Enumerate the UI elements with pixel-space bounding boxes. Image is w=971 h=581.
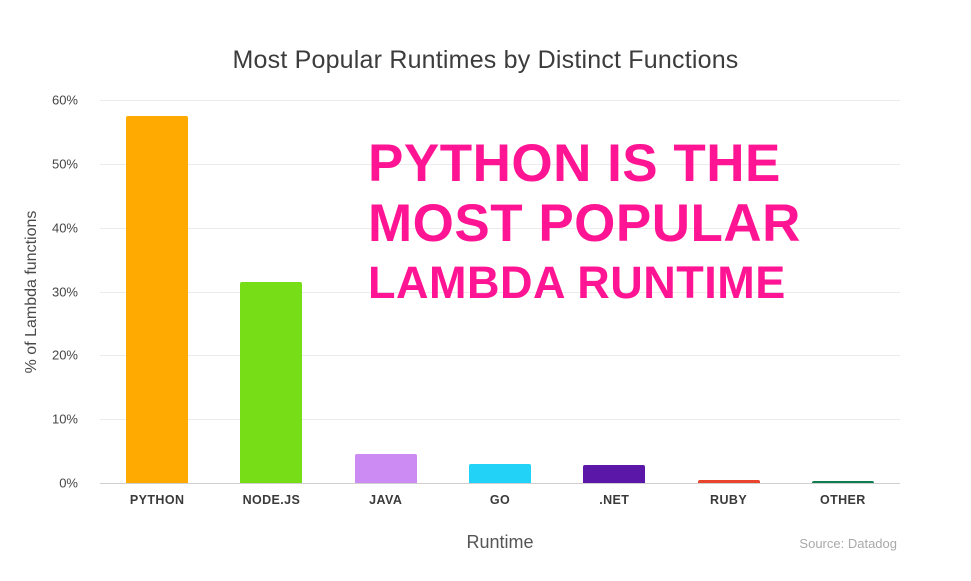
gridline: [100, 419, 900, 421]
bar-python: [126, 115, 189, 483]
bar-slot: [100, 100, 214, 483]
bar-slot: [557, 100, 671, 483]
bars-container: [100, 100, 900, 483]
bar-net: [583, 465, 646, 483]
y-axis-ticks: 60% 50% 40% 30% 20% 10% 0%: [0, 93, 88, 491]
bar-slot: [671, 100, 785, 483]
gridline: [100, 227, 900, 229]
x-tick-label: .NET: [599, 493, 630, 507]
y-tick-label: 40%: [51, 220, 78, 236]
bar-slot: [214, 100, 328, 483]
bar-other: [811, 481, 874, 483]
y-tick-label: 60%: [51, 92, 78, 108]
x-tick-label: PYTHON: [129, 493, 185, 507]
x-tick-label: GO: [489, 493, 511, 507]
annotation-line-1: PYTHON IS THE: [368, 134, 781, 193]
y-tick-label: 50%: [51, 156, 78, 172]
y-tick-label: 30%: [51, 284, 78, 299]
bar-slot: [786, 100, 900, 483]
x-axis-label: Runtime: [466, 532, 534, 552]
source-credit: Source: Datadog: [799, 536, 897, 551]
chart-title: Most Popular Runtimes by Distinct Functi…: [232, 46, 739, 74]
annotation-text: PYTHON IS THE MOST POPULAR LAMBDA RUNTIM…: [368, 134, 888, 309]
bar-slot: [329, 100, 443, 483]
x-tick-label: OTHER: [819, 493, 866, 507]
annotation-line-2: MOST POPULAR: [368, 193, 801, 253]
y-tick-label: 20%: [51, 347, 78, 363]
annotation-line-3: LAMBDA RUNTIME: [368, 256, 786, 308]
x-tick-label: RUBY: [710, 493, 748, 507]
bar-nodejs: [240, 281, 303, 483]
bar-ruby: [697, 479, 760, 483]
y-tick-label: 0%: [59, 475, 78, 491]
gridline: [100, 100, 900, 101]
y-tick-label: 10%: [51, 411, 78, 427]
plot-area: [100, 100, 900, 484]
bar-go: [468, 463, 531, 483]
bar-slot: [443, 100, 557, 483]
gridline: [100, 163, 900, 165]
bar-java: [354, 454, 417, 483]
gridline: [100, 355, 900, 357]
x-tick-label: JAVA: [369, 493, 403, 507]
x-axis-line: [100, 483, 900, 484]
gridline: [100, 291, 900, 293]
x-tick-label: NODE.JS: [242, 493, 301, 507]
x-axis-ticks: PYTHON NODE.JS JAVA GO .NET RUBY OTHER: [100, 493, 900, 507]
